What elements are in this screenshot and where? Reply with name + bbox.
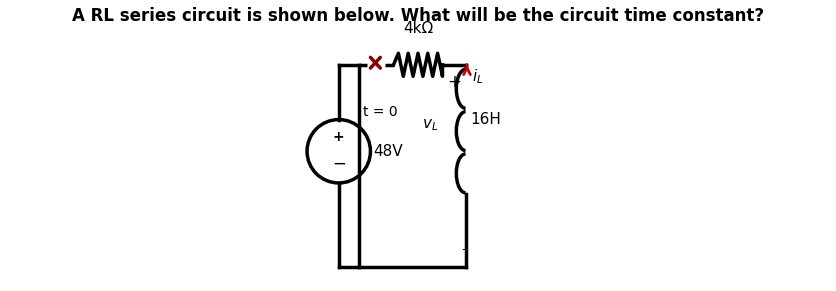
Text: 16H: 16H [471, 112, 502, 127]
Text: +: + [447, 73, 461, 91]
Text: −: − [332, 154, 345, 172]
Text: $i_L$: $i_L$ [472, 68, 484, 86]
Text: –: – [461, 243, 467, 256]
Text: t = 0: t = 0 [363, 105, 398, 119]
Text: $v_L$: $v_L$ [422, 118, 438, 133]
Text: A RL series circuit is shown below. What will be the circuit time constant?: A RL series circuit is shown below. What… [72, 7, 764, 25]
Text: 48V: 48V [374, 144, 403, 159]
Text: +: + [333, 130, 344, 144]
Text: 4kΩ: 4kΩ [403, 21, 433, 36]
